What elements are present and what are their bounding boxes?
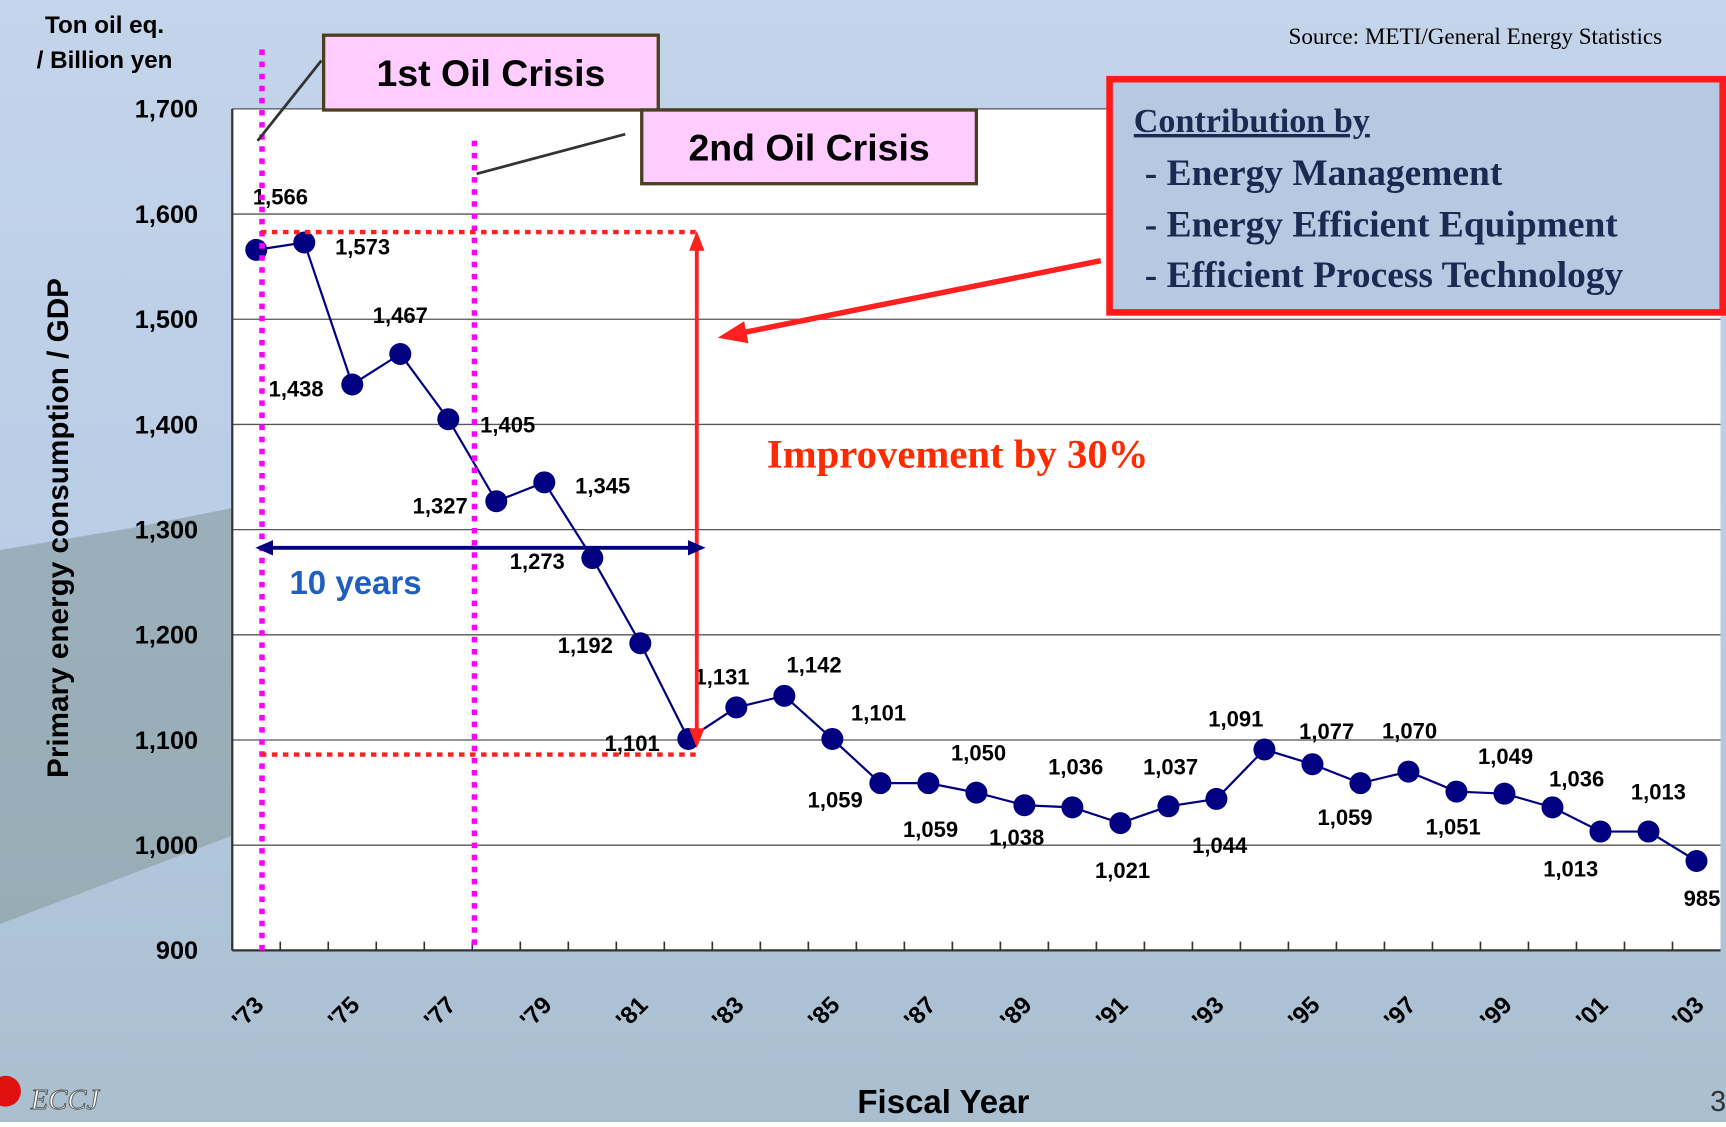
- data-point: [1685, 850, 1707, 872]
- callout-item: - Energy Management: [1145, 153, 1503, 194]
- data-point: [485, 490, 507, 512]
- data-label: 1,142: [787, 653, 842, 678]
- data-label: 1,091: [1208, 706, 1263, 731]
- data-label: 1,059: [1317, 805, 1372, 830]
- data-label: 1,345: [575, 473, 630, 498]
- y-axis-title: Primary energy consumption / GDP: [42, 278, 75, 778]
- y-tick-label: 1,700: [135, 96, 198, 124]
- data-label: 1,070: [1382, 719, 1437, 744]
- data-label: 1,036: [1549, 766, 1604, 791]
- data-point: [1349, 772, 1371, 794]
- data-point: [437, 408, 459, 430]
- logo: ECCJ: [30, 1085, 101, 1116]
- y-tick-label: 900: [156, 937, 198, 965]
- data-label: 1,021: [1095, 858, 1150, 883]
- data-label: 1,051: [1426, 814, 1481, 839]
- y-tick-label: 1,300: [135, 516, 198, 544]
- y-tick-label: 1,100: [135, 727, 198, 755]
- data-point: [965, 782, 987, 804]
- y-tick-label: 1,500: [135, 306, 198, 334]
- y-tick-label: 1,400: [135, 411, 198, 439]
- page-number: 3: [1710, 1086, 1726, 1118]
- data-label: 1,101: [851, 700, 906, 725]
- data-label: 1,044: [1192, 833, 1248, 858]
- data-point: [1301, 753, 1323, 775]
- data-label: 1,050: [951, 741, 1006, 766]
- annotation: 2nd Oil Crisis: [688, 127, 929, 169]
- data-label: 1,036: [1048, 754, 1103, 779]
- data-point: [1493, 783, 1515, 805]
- data-point: [1157, 795, 1179, 817]
- unit-label: Ton oil eq.: [45, 12, 164, 39]
- y-tick-label: 1,000: [135, 832, 198, 860]
- unit-label: / Billion yen: [37, 47, 173, 74]
- data-point: [1589, 821, 1611, 843]
- data-label: 1,059: [903, 817, 958, 842]
- data-point: [1253, 738, 1275, 760]
- data-point: [1445, 781, 1467, 803]
- data-point: [1637, 821, 1659, 843]
- data-label: 1,077: [1299, 719, 1354, 744]
- data-label: 1,101: [605, 731, 660, 756]
- data-point: [1061, 796, 1083, 818]
- data-label: 985: [1684, 886, 1721, 911]
- data-label: 1,573: [335, 235, 390, 260]
- data-label: 1,273: [510, 549, 565, 574]
- data-point: [1013, 794, 1035, 816]
- data-label: 1,467: [373, 303, 428, 328]
- data-point: [581, 547, 603, 569]
- data-label: 1,131: [694, 664, 749, 689]
- data-point: [1109, 812, 1131, 834]
- data-label: 1,013: [1631, 780, 1686, 805]
- annotation: 1st Oil Crisis: [377, 52, 606, 94]
- data-label: 1,037: [1143, 754, 1198, 779]
- data-label: 1,059: [808, 787, 863, 812]
- callout-item: - Efficient Process Technology: [1145, 255, 1624, 296]
- data-label: 1,013: [1543, 857, 1598, 882]
- data-label: 1,192: [558, 633, 613, 658]
- annotation: Improvement by 30%: [767, 432, 1149, 477]
- data-point: [293, 231, 315, 253]
- annotation: 10 years: [289, 564, 421, 601]
- data-point: [821, 728, 843, 750]
- data-point: [1397, 761, 1419, 783]
- data-point: [1541, 796, 1563, 818]
- x-axis-title: Fiscal Year: [857, 1083, 1029, 1120]
- page: 900 1,000 1,100 1,200 1,300 1,400 1,500 1,600 1,…: [0, 0, 1726, 1122]
- source: Source: METI/General Energy Statistics: [1289, 23, 1663, 49]
- data-label: 1,405: [480, 412, 535, 437]
- data-point: [1205, 788, 1227, 810]
- data-point: [533, 471, 555, 493]
- data-point: [629, 632, 651, 654]
- data-label: 1,038: [989, 825, 1044, 850]
- data-point: [389, 343, 411, 365]
- y-tick-label: 1,200: [135, 622, 198, 650]
- callout-item: - Energy Efficient Equipment: [1145, 205, 1618, 246]
- y-tick-label: 1,600: [135, 201, 198, 229]
- callout-title: Contribution by: [1134, 103, 1370, 140]
- data-point: [773, 685, 795, 707]
- data-point: [341, 373, 363, 395]
- data-label: 1,438: [269, 377, 324, 402]
- data-point: [917, 772, 939, 794]
- chart: 900 1,000 1,100 1,200 1,300 1,400 1,500 1,600 1,…: [0, 0, 1726, 1122]
- data-point: [725, 696, 747, 718]
- data-point: [869, 772, 891, 794]
- data-label: 1,327: [413, 493, 468, 518]
- data-label: 1,049: [1478, 744, 1533, 769]
